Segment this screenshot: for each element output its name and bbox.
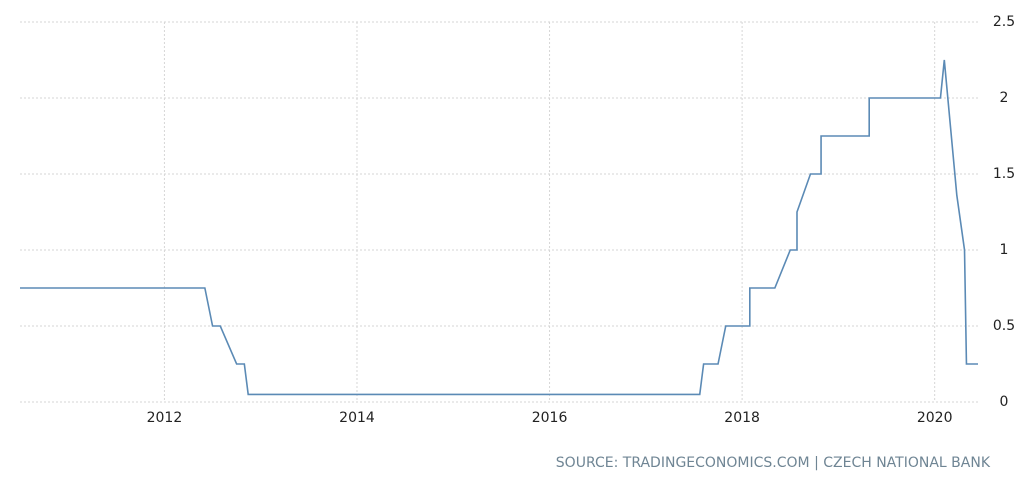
data-line xyxy=(20,59,978,396)
y-tick-label: 0 xyxy=(1000,394,1009,410)
x-tick-label: 2012 xyxy=(147,410,183,426)
x-tick-label: 2020 xyxy=(917,410,953,426)
y-tick-label: 1.5 xyxy=(993,166,1015,182)
y-tick-label: 1 xyxy=(1000,242,1009,258)
x-tick-label: 2016 xyxy=(532,410,568,426)
x-tick-label: 2014 xyxy=(339,410,375,426)
source-note: SOURCE: TRADINGECONOMICS.COM | CZECH NAT… xyxy=(556,455,991,471)
y-tick-label: 0.5 xyxy=(993,318,1015,334)
x-tick-label: 2018 xyxy=(724,410,760,426)
y-tick-label: 2.5 xyxy=(993,14,1015,30)
y-tick-label: 2 xyxy=(1000,90,1009,106)
